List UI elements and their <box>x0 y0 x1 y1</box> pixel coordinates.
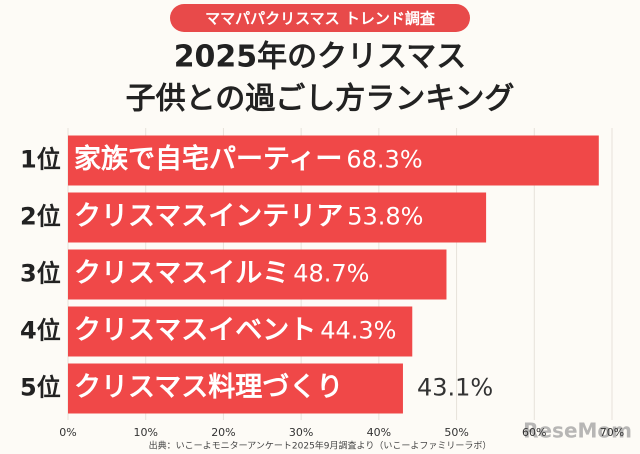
chart-title: 子供との過ごし方ランキング <box>126 82 515 117</box>
category-label: 家族で自宅パーティー <box>74 143 342 175</box>
banner-bg <box>170 4 470 32</box>
banner: ママパパクリスマス トレンド調査 <box>205 10 436 28</box>
source: 出典：いこーよモニターアンケート2025年9月調査より（いこーよファミリーラボ） <box>149 440 492 452</box>
category-label: クリスマスインテリア <box>74 201 343 232</box>
x-tick-label: 10% <box>133 426 157 439</box>
value-label: 44.3% <box>320 317 396 345</box>
x-tick-label: 30% <box>289 426 313 439</box>
rank-label: 3位 <box>20 260 61 288</box>
x-tick-label: 50% <box>444 426 468 439</box>
rank-label: 1位 <box>20 146 61 174</box>
rank-label: 5位 <box>20 374 61 402</box>
category-label: クリスマスイベント <box>74 315 316 346</box>
category-label: クリスマスイルミ <box>74 258 289 289</box>
value-label: 68.3% <box>346 146 422 174</box>
chart-title: 2025年のクリスマス <box>174 40 467 75</box>
x-tick-label: 20% <box>211 426 235 439</box>
value-label: 43.1% <box>417 374 493 402</box>
value-label: 48.7% <box>293 260 369 288</box>
x-tick-label: 0% <box>59 426 76 439</box>
rank-label: 2位 <box>20 203 61 231</box>
bar <box>68 363 403 414</box>
bar <box>68 135 599 186</box>
x-tick-label: 60% <box>522 426 546 439</box>
watermark: ReseMom <box>523 419 632 443</box>
rank-label: 4位 <box>20 317 61 345</box>
bar <box>68 306 413 357</box>
bar <box>68 249 447 300</box>
bar <box>68 192 487 243</box>
category-label: クリスマス料理づくり <box>74 372 343 403</box>
x-tick-label: 40% <box>367 426 391 439</box>
value-label: 53.8% <box>347 203 423 231</box>
x-tick-label: 70% <box>600 426 624 439</box>
